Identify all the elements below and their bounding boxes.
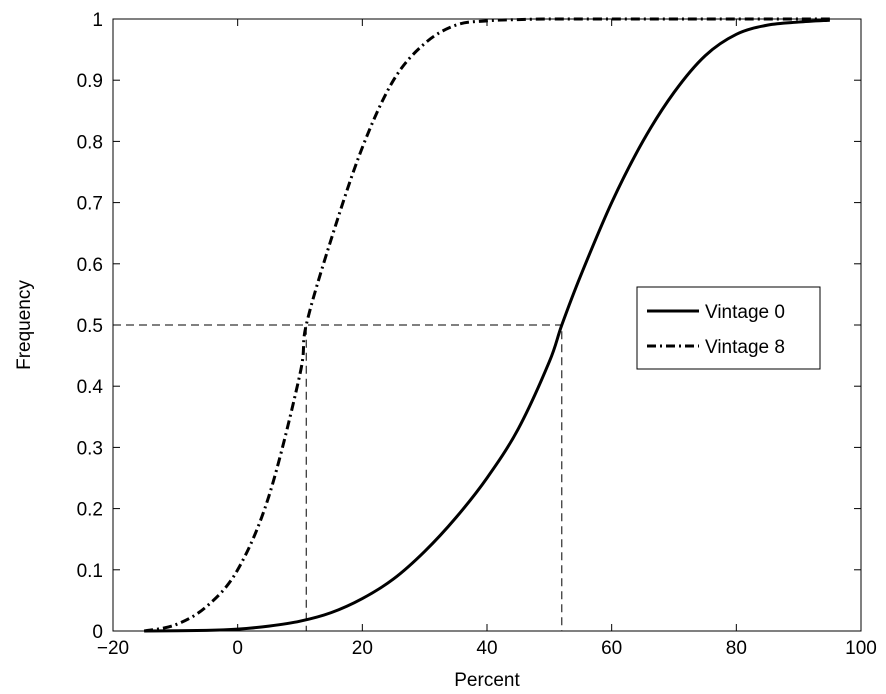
legend: Vintage 0 Vintage 8 — [636, 286, 821, 370]
y-tick-label: 0.6 — [77, 255, 103, 276]
x-tick-label: −20 — [97, 638, 129, 659]
x-tick-label: 20 — [352, 638, 373, 659]
x-tick-label: 0 — [232, 638, 243, 659]
legend-box — [636, 286, 821, 370]
y-tick-label: 0.4 — [77, 377, 104, 398]
median-reference-line — [113, 324, 563, 631]
series-layer — [143, 17, 830, 633]
y-tick-label: 0.1 — [77, 561, 103, 582]
y-tick-label: 0.5 — [77, 316, 103, 337]
axis-ticks: −20 0 20 40 60 80 10000.10.20.30.40.50.60.70.8… — [77, 10, 877, 659]
x-tick-label: 80 — [726, 638, 747, 659]
x-axis-title: Percent — [454, 670, 520, 691]
y-tick-label: 1 — [92, 10, 103, 31]
median-reference-line — [113, 324, 307, 631]
x-tick-label: 60 — [601, 638, 622, 659]
y-tick-label: 0.2 — [77, 500, 103, 521]
legend-label-vintage-0: Vintage 0 — [705, 302, 785, 323]
y-tick-label: 0 — [92, 622, 103, 643]
y-tick-label: 0.8 — [77, 132, 103, 153]
series-line-vintage-8 — [143, 17, 830, 633]
legend-label-vintage-8: Vintage 8 — [705, 337, 785, 358]
y-tick-label: 0.3 — [77, 438, 103, 459]
y-tick-label: 0.9 — [77, 71, 103, 92]
x-tick-label: 100 — [845, 638, 877, 659]
series-line-vintage-0 — [144, 18, 830, 633]
reference-lines — [113, 324, 563, 631]
y-tick-label: 0.7 — [77, 194, 103, 215]
x-tick-label: 40 — [476, 638, 497, 659]
y-axis-title: Frequency — [14, 280, 35, 370]
